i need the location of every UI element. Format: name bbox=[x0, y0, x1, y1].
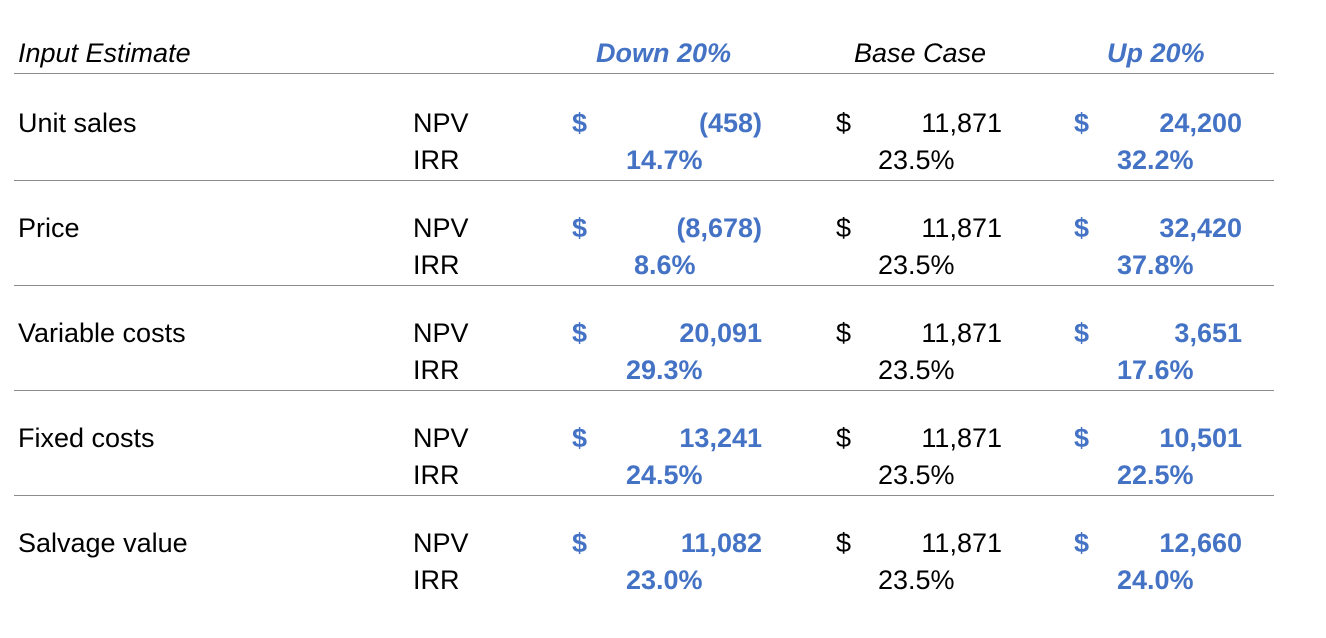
up-irr-value: 22.5% bbox=[1117, 460, 1194, 490]
base-npv-value: 11,871 bbox=[921, 318, 1002, 348]
down-npv-value: 20,091 bbox=[679, 318, 762, 348]
row-label: Price bbox=[18, 213, 80, 243]
currency-symbol: $ bbox=[1074, 108, 1090, 138]
base-irr-value: 23.5% bbox=[878, 250, 955, 280]
currency-symbol: $ bbox=[572, 108, 588, 138]
base-npv-value: 11,871 bbox=[921, 213, 1002, 243]
currency-symbol: $ bbox=[572, 528, 588, 558]
table-row: Fixed costs NPV IRR $ 13,241 24.5% $ 11,… bbox=[0, 413, 1326, 519]
row-label: Variable costs bbox=[18, 318, 186, 348]
header-down-20: Down 20% bbox=[596, 38, 732, 68]
currency-symbol: $ bbox=[836, 423, 852, 453]
down-irr-value: 14.7% bbox=[626, 145, 703, 175]
base-npv-value: 11,871 bbox=[921, 108, 1002, 138]
up-irr-value: 17.6% bbox=[1117, 355, 1194, 385]
npv-label: NPV bbox=[413, 213, 469, 243]
currency-symbol: $ bbox=[836, 213, 852, 243]
currency-symbol: $ bbox=[572, 318, 588, 348]
up-npv-value: 10,501 bbox=[1159, 423, 1242, 453]
irr-label: IRR bbox=[413, 565, 460, 595]
down-irr-value: 29.3% bbox=[626, 355, 703, 385]
up-npv-value: 24,200 bbox=[1159, 108, 1242, 138]
row-divider bbox=[14, 390, 1274, 391]
currency-symbol: $ bbox=[1074, 423, 1090, 453]
base-irr-value: 23.5% bbox=[878, 460, 955, 490]
currency-symbol: $ bbox=[836, 528, 852, 558]
down-npv-value: 13,241 bbox=[679, 423, 762, 453]
base-irr-value: 23.5% bbox=[878, 565, 955, 595]
npv-label: NPV bbox=[413, 528, 469, 558]
header-base-case: Base Case bbox=[854, 38, 987, 68]
row-divider bbox=[14, 180, 1274, 181]
row-label: Salvage value bbox=[18, 528, 188, 558]
npv-label: NPV bbox=[413, 423, 469, 453]
npv-label: NPV bbox=[413, 108, 469, 138]
up-irr-value: 32.2% bbox=[1117, 145, 1194, 175]
down-npv-value: 11,082 bbox=[680, 528, 762, 558]
up-irr-value: 37.8% bbox=[1117, 250, 1194, 280]
irr-label: IRR bbox=[413, 145, 460, 175]
base-npv-value: 11,871 bbox=[921, 423, 1002, 453]
down-irr-value: 23.0% bbox=[626, 565, 703, 595]
base-irr-value: 23.5% bbox=[878, 355, 955, 385]
currency-symbol: $ bbox=[572, 213, 588, 243]
cropped-title bbox=[0, 0, 1326, 12]
currency-symbol: $ bbox=[836, 318, 852, 348]
up-irr-value: 24.0% bbox=[1117, 565, 1194, 595]
npv-label: NPV bbox=[413, 318, 469, 348]
currency-symbol: $ bbox=[1074, 318, 1090, 348]
base-irr-value: 23.5% bbox=[878, 145, 955, 175]
up-npv-value: 3,651 bbox=[1174, 318, 1242, 348]
header-divider bbox=[14, 73, 1274, 74]
header-input-estimate: Input Estimate bbox=[18, 38, 191, 68]
table-row: Variable costs NPV IRR $ 20,091 29.3% $ … bbox=[0, 308, 1326, 414]
row-divider bbox=[14, 285, 1274, 286]
table-row: Salvage value NPV IRR $ 11,082 23.0% $ 1… bbox=[0, 518, 1326, 624]
down-irr-value: 8.6% bbox=[634, 250, 696, 280]
currency-symbol: $ bbox=[572, 423, 588, 453]
row-label: Fixed costs bbox=[18, 423, 155, 453]
row-label: Unit sales bbox=[18, 108, 137, 138]
table-row: Unit sales NPV IRR $ (458) 14.7% $ 11,87… bbox=[0, 98, 1326, 204]
header-up-20: Up 20% bbox=[1107, 38, 1205, 68]
irr-label: IRR bbox=[413, 250, 460, 280]
up-npv-value: 32,420 bbox=[1159, 213, 1242, 243]
row-divider bbox=[14, 495, 1274, 496]
currency-symbol: $ bbox=[1074, 213, 1090, 243]
down-npv-value: (8,678) bbox=[676, 213, 762, 243]
base-npv-value: 11,871 bbox=[921, 528, 1002, 558]
table-row: Price NPV IRR $ (8,678) 8.6% $ 11,871 23… bbox=[0, 203, 1326, 309]
irr-label: IRR bbox=[413, 355, 460, 385]
irr-label: IRR bbox=[413, 460, 460, 490]
down-npv-value: (458) bbox=[698, 108, 762, 138]
down-irr-value: 24.5% bbox=[626, 460, 703, 490]
up-npv-value: 12,660 bbox=[1159, 528, 1242, 558]
currency-symbol: $ bbox=[1074, 528, 1090, 558]
currency-symbol: $ bbox=[836, 108, 852, 138]
